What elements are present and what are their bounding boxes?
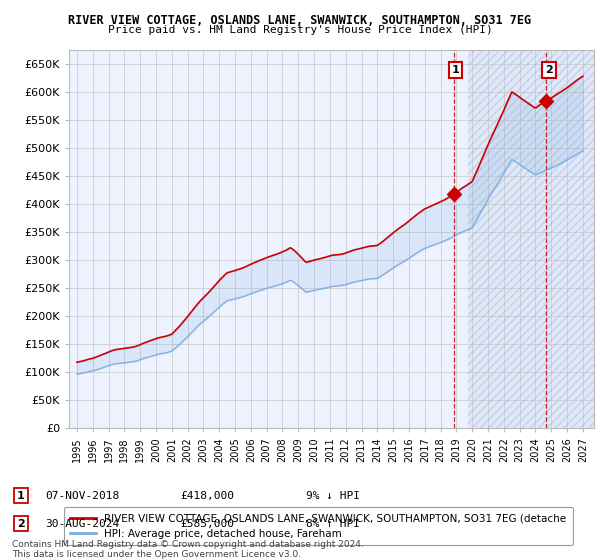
Text: 07-NOV-2018: 07-NOV-2018 xyxy=(45,491,119,501)
Text: This data is licensed under the Open Government Licence v3.0.: This data is licensed under the Open Gov… xyxy=(12,550,301,559)
Text: Contains HM Land Registry data © Crown copyright and database right 2024.: Contains HM Land Registry data © Crown c… xyxy=(12,540,364,549)
Text: 30-AUG-2024: 30-AUG-2024 xyxy=(45,519,119,529)
Text: 1: 1 xyxy=(17,491,25,501)
Bar xyxy=(468,50,599,428)
Text: £585,000: £585,000 xyxy=(180,519,234,529)
Text: 2: 2 xyxy=(545,65,553,75)
Text: 1: 1 xyxy=(452,65,460,75)
Text: 2: 2 xyxy=(17,519,25,529)
Text: Price paid vs. HM Land Registry's House Price Index (HPI): Price paid vs. HM Land Registry's House … xyxy=(107,25,493,35)
Bar xyxy=(468,50,599,428)
Text: RIVER VIEW COTTAGE, OSLANDS LANE, SWANWICK, SOUTHAMPTON, SO31 7EG: RIVER VIEW COTTAGE, OSLANDS LANE, SWANWI… xyxy=(68,14,532,27)
Text: 8% ↑ HPI: 8% ↑ HPI xyxy=(306,519,360,529)
Legend: RIVER VIEW COTTAGE, OSLANDS LANE, SWANWICK, SOUTHAMPTON, SO31 7EG (detache, HPI:: RIVER VIEW COTTAGE, OSLANDS LANE, SWANWI… xyxy=(64,507,573,545)
Text: £418,000: £418,000 xyxy=(180,491,234,501)
Text: 9% ↓ HPI: 9% ↓ HPI xyxy=(306,491,360,501)
